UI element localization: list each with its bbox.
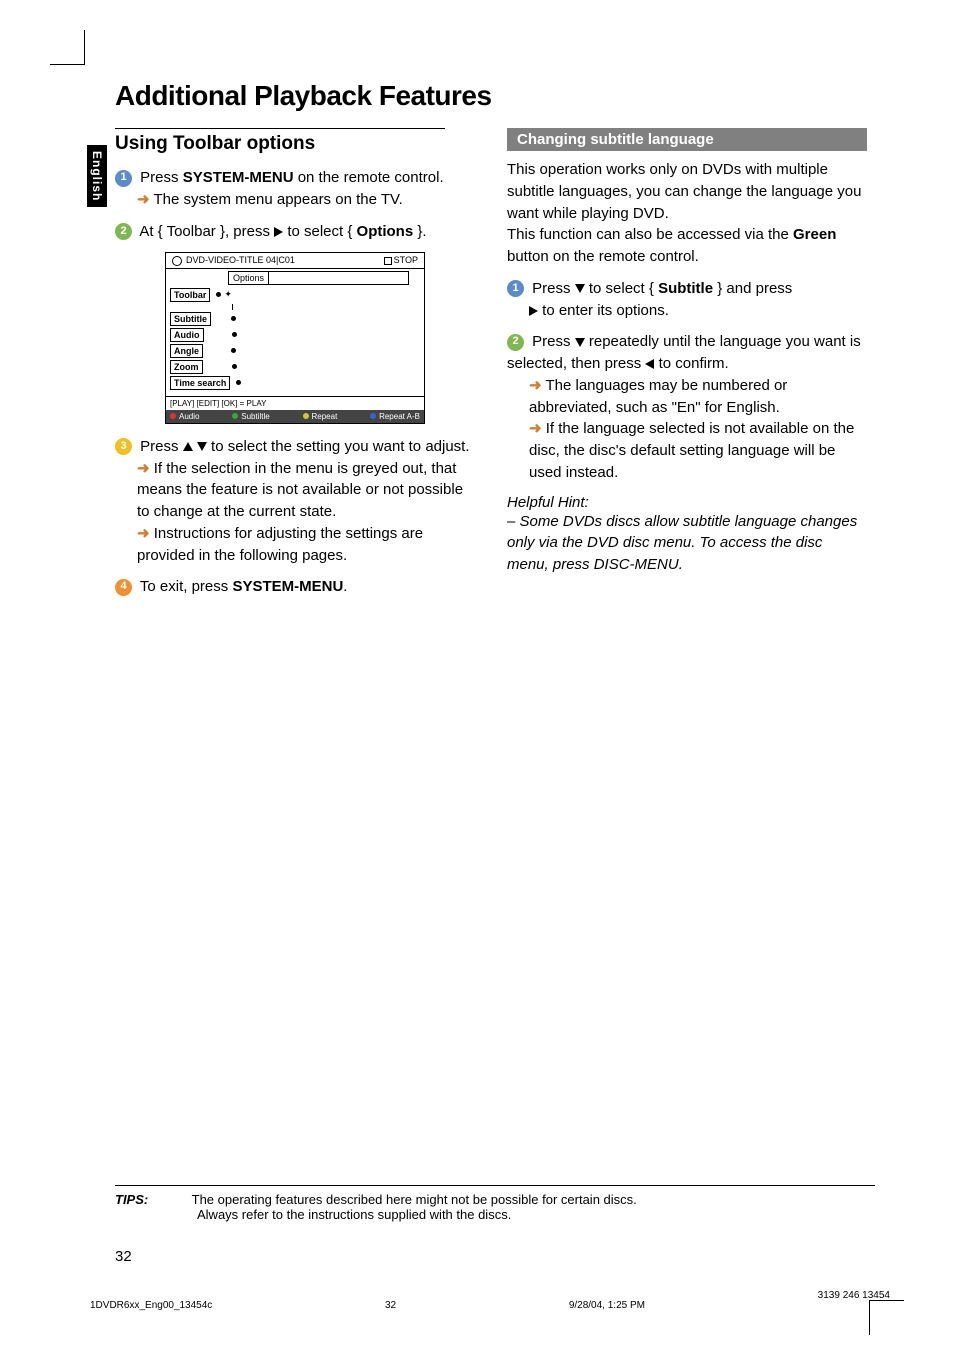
section-heading-toolbar: Using Toolbar options xyxy=(115,133,475,155)
tips-text2: Always refer to the instructions supplie… xyxy=(197,1207,511,1222)
step1-text-a: Press xyxy=(140,169,183,186)
menu-item-zoom: Zoom xyxy=(170,360,203,374)
triangle-down-icon xyxy=(575,284,585,293)
triangle-right-icon xyxy=(274,227,283,237)
step3-sub2: Instructions for adjusting the settings … xyxy=(137,525,423,564)
badge-2: 2 xyxy=(115,223,132,240)
badge-4: 4 xyxy=(115,579,132,596)
step4-text-a: To exit, press xyxy=(140,578,233,595)
menu-item-toolbar: Toolbar xyxy=(170,288,210,302)
step1-text-c: on the remote control. xyxy=(294,169,444,186)
left-column: Using Toolbar options 1 Press SYSTEM-MEN… xyxy=(115,128,475,608)
menu-footer: [PLAY] [EDIT] [OK] = PLAY xyxy=(166,396,424,410)
footer-left: 1DVDR6xx_Eng00_13454c xyxy=(90,1300,212,1311)
menu-item-subtitle: Subtitle xyxy=(170,312,211,326)
arrow-icon: ➜ xyxy=(529,377,542,394)
menu-options-label: Options xyxy=(229,271,269,284)
page-number: 32 xyxy=(115,1248,132,1265)
hint-title: Helpful Hint: xyxy=(507,494,867,511)
step2-text-d: }. xyxy=(413,223,426,240)
triangle-down-icon xyxy=(575,338,585,347)
page-content: English Additional Playback Features Usi… xyxy=(115,80,875,608)
menu-title-right: STOP xyxy=(394,255,418,265)
language-tab: English xyxy=(87,145,107,207)
step3-text-a: Press xyxy=(140,438,183,455)
step2-text-b: to select { xyxy=(283,223,356,240)
badge-1: 1 xyxy=(507,280,524,297)
arrow-icon: ➜ xyxy=(137,460,150,477)
step4: 4 To exit, press SYSTEM-MENU. xyxy=(115,576,475,598)
right-step1: 1 Press to select { Subtitle } and press… xyxy=(507,278,867,322)
triangle-down-icon xyxy=(197,442,207,451)
page-title: Additional Playback Features xyxy=(115,80,875,112)
gray-band-heading: Changing subtitle language xyxy=(507,128,867,151)
right-step2: 2 Press repeatedly until the language yo… xyxy=(507,331,867,483)
tips-row: TIPS: The operating features described h… xyxy=(115,1185,875,1222)
step3: 3 Press to select the setting you want t… xyxy=(115,436,475,567)
crop-mark-tl xyxy=(50,30,85,65)
arrow-icon: ➜ xyxy=(137,525,150,542)
hint-body: – Some DVDs discs allow subtitle languag… xyxy=(507,511,867,576)
step1: 1 Press SYSTEM-MENU on the remote contro… xyxy=(115,167,475,211)
badge-3: 3 xyxy=(115,438,132,455)
intro2: This function can also be accessed via t… xyxy=(507,224,867,268)
badge-2: 2 xyxy=(507,334,524,351)
menu-item-angle: Angle xyxy=(170,344,203,358)
step1-sub: The system menu appears on the TV. xyxy=(150,191,403,208)
tips-label: TIPS: xyxy=(115,1192,148,1207)
right-column: Changing subtitle language This operatio… xyxy=(507,128,867,608)
divider xyxy=(115,128,445,129)
menu-item-audio: Audio xyxy=(170,328,204,342)
arrow-icon: ➜ xyxy=(529,420,542,437)
menu-color-row: Audio Subtiltle Repeat Repeat A-B xyxy=(166,410,424,423)
step4-text-c: . xyxy=(343,578,347,595)
triangle-right-icon xyxy=(529,306,538,316)
intro1: This operation works only on DVDs with m… xyxy=(507,159,867,224)
toolbar-menu-mock: DVD-VIDEO-TITLE 04|C01 STOP Options Tool… xyxy=(165,252,425,424)
footer-center: 32 xyxy=(385,1300,396,1311)
tips-text1: The operating features described here mi… xyxy=(192,1192,637,1207)
step1-text-b: SYSTEM-MENU xyxy=(183,169,294,186)
step2-text-a: At { Toolbar }, press xyxy=(139,223,274,240)
step2-text-c: Options xyxy=(357,223,414,240)
triangle-up-icon xyxy=(183,442,193,451)
step3-sub1: If the selection in the menu is greyed o… xyxy=(137,460,463,521)
footer-right2: 3139 246 13454 xyxy=(818,1290,890,1301)
footer-right1: 9/28/04, 1:25 PM xyxy=(569,1300,645,1311)
menu-item-timesearch: Time search xyxy=(170,376,230,390)
step3-text-b: to select the setting you want to adjust… xyxy=(207,438,470,455)
step4-text-b: SYSTEM-MENU xyxy=(232,578,343,595)
arrow-icon: ➜ xyxy=(137,191,150,208)
footer-row: 1DVDR6xx_Eng00_13454c 32 9/28/04, 1:25 P… xyxy=(90,1300,890,1311)
badge-1: 1 xyxy=(115,170,132,187)
step2: 2 At { Toolbar }, press to select { Opti… xyxy=(115,221,475,243)
menu-title-left: DVD-VIDEO-TITLE 04|C01 xyxy=(186,255,295,265)
